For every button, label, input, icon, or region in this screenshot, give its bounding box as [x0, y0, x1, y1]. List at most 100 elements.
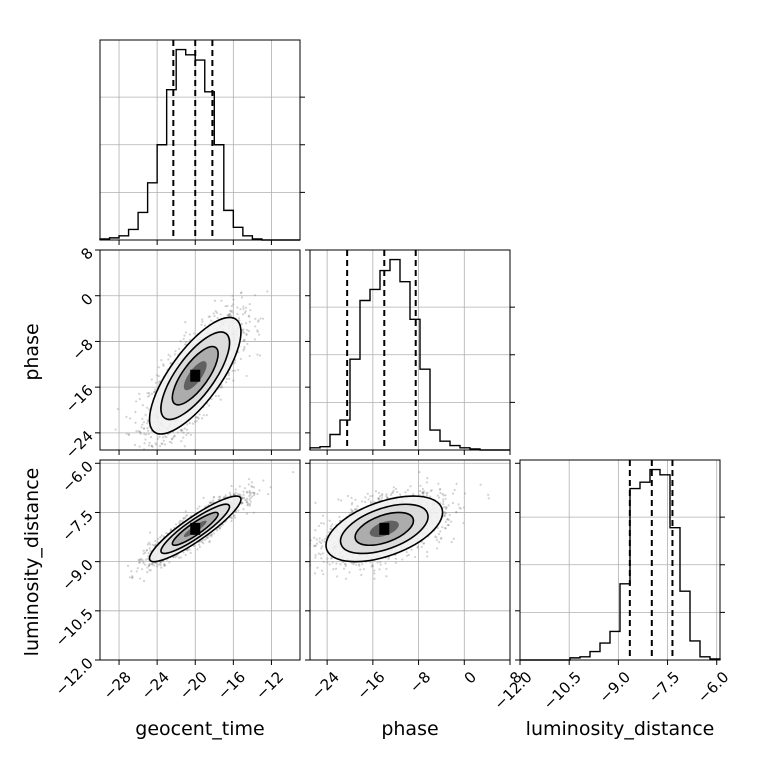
- scatter-point: [171, 438, 174, 441]
- scatter-point: [252, 511, 255, 514]
- scatter-point: [241, 330, 245, 333]
- scatter-point: [247, 329, 250, 333]
- y-tick-label: −8: [68, 336, 96, 364]
- scatter-point: [315, 542, 319, 545]
- scatter-point: [157, 366, 160, 369]
- scatter-point: [214, 394, 217, 398]
- scatter-point: [392, 486, 395, 489]
- scatter-point: [321, 514, 324, 517]
- scatter-point: [254, 294, 257, 297]
- scatter-point: [254, 325, 257, 328]
- scatter-point: [213, 314, 216, 318]
- scatter-point: [159, 536, 162, 539]
- scatter-point: [385, 494, 388, 498]
- scatter-point: [182, 517, 185, 520]
- scatter-point: [186, 514, 189, 517]
- scatter-point: [135, 429, 138, 433]
- scatter-point: [237, 492, 240, 495]
- scatter-point: [137, 452, 139, 454]
- scatter-point: [227, 371, 231, 375]
- scatter-point: [369, 502, 373, 505]
- scatter-point: [153, 391, 156, 394]
- scatter-point: [138, 577, 142, 580]
- scatter-point: [154, 539, 157, 543]
- scatter-point: [219, 495, 222, 498]
- scatter-point: [243, 347, 246, 351]
- scatter-point: [189, 433, 193, 436]
- scatter-point: [212, 312, 215, 315]
- scatter-point: [254, 317, 257, 320]
- scatter-point: [218, 527, 221, 530]
- scatter-point: [230, 314, 233, 317]
- scatter-point: [184, 343, 187, 346]
- scatter-point: [159, 564, 162, 567]
- scatter-point: [374, 490, 378, 493]
- scatter-point: [245, 500, 248, 503]
- y-tick-label: −9.0: [58, 556, 96, 594]
- scatter-point: [245, 512, 249, 515]
- scatter-point: [145, 455, 147, 457]
- scatter-point: [226, 304, 229, 308]
- x-tick-label: −28: [100, 668, 135, 703]
- scatter-point: [224, 305, 227, 308]
- scatter-point: [371, 563, 374, 567]
- scatter-point: [317, 552, 320, 555]
- scatter-point: [406, 554, 409, 557]
- scatter-point: [154, 388, 157, 391]
- scatter-point: [398, 493, 402, 496]
- scatter-point: [169, 362, 172, 365]
- scatter-point: [144, 413, 147, 416]
- scatter-point: [246, 342, 249, 346]
- scatter-point: [247, 483, 250, 486]
- scatter-point: [139, 559, 142, 562]
- y-tick-label: 0: [77, 290, 96, 309]
- scatter-point: [219, 525, 223, 528]
- scatter-point: [236, 306, 239, 309]
- scatter-point: [204, 505, 207, 508]
- scatter-point: [258, 354, 262, 357]
- scatter-point: [173, 353, 176, 356]
- scatter-point: [161, 363, 165, 366]
- scatter-point: [435, 536, 438, 539]
- scatter-point: [444, 506, 448, 509]
- scatter-point: [242, 305, 245, 308]
- scatter-point: [158, 380, 162, 383]
- scatter-point: [162, 439, 165, 442]
- scatter-point: [175, 555, 178, 558]
- scatter-point: [246, 504, 249, 507]
- scatter-point: [331, 523, 334, 526]
- scatter-point: [230, 519, 233, 523]
- scatter-point: [174, 556, 177, 559]
- scatter-point: [257, 320, 260, 323]
- scatter-point: [147, 551, 150, 555]
- density-peak: [190, 522, 201, 535]
- scatter-point: [245, 333, 248, 337]
- scatter-point: [138, 392, 141, 395]
- scatter-point: [242, 307, 245, 311]
- scatter-point: [249, 500, 252, 503]
- y-tick-label: 8: [77, 244, 96, 263]
- scatter-point: [142, 579, 146, 583]
- scatter-point: [318, 537, 321, 540]
- scatter-point: [148, 541, 151, 544]
- scatter-point: [339, 499, 343, 502]
- scatter-point: [176, 431, 179, 434]
- scatter-point: [147, 429, 150, 432]
- scatter-point: [144, 551, 147, 554]
- scatter-point: [262, 479, 265, 482]
- scatter-point: [248, 502, 252, 505]
- scatter-point: [146, 419, 149, 422]
- scatter-point: [151, 563, 154, 566]
- scatter-point: [233, 361, 236, 364]
- scatter-point: [248, 504, 252, 507]
- scatter-point: [377, 497, 380, 501]
- grid: [310, 250, 510, 450]
- scatter-point: [125, 415, 128, 418]
- scatter-point: [292, 471, 295, 474]
- scatter-point: [249, 496, 252, 500]
- scatter-point: [125, 432, 128, 435]
- scatter-point: [248, 302, 251, 306]
- scatter-point: [443, 514, 446, 517]
- scatter-point: [233, 493, 236, 496]
- scatter-point: [217, 498, 220, 501]
